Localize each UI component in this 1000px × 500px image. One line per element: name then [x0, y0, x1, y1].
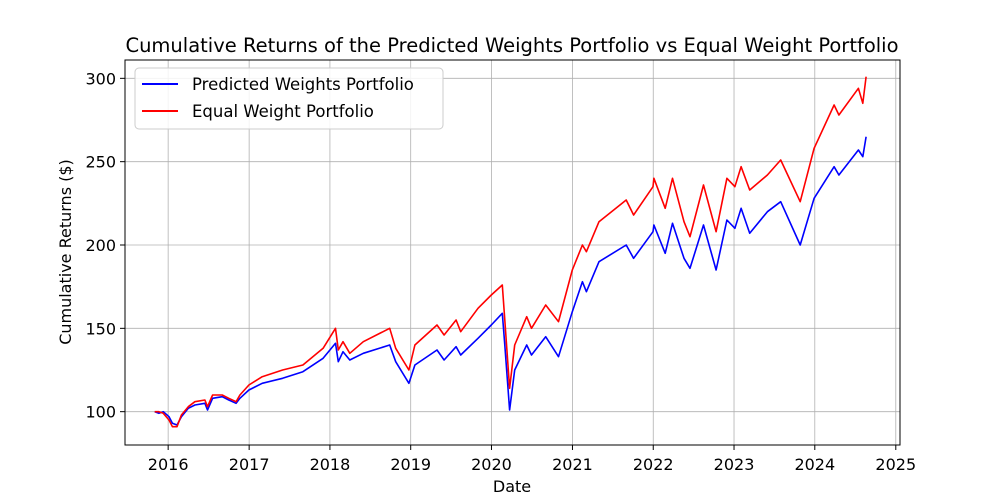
- series-line-1: [154, 76, 867, 428]
- chart-title: Cumulative Returns of the Predicted Weig…: [125, 34, 898, 57]
- legend: Predicted Weights Portfolio Equal Weight…: [134, 67, 444, 130]
- x-tick-label: 2021: [552, 455, 593, 474]
- series-line-0: [154, 136, 867, 426]
- y-tick-label: 300: [85, 69, 116, 88]
- x-tick-label: 2018: [310, 455, 351, 474]
- y-tick-label: 250: [85, 153, 116, 172]
- plot-frame: [124, 59, 901, 446]
- x-tick-label: 2024: [794, 455, 835, 474]
- legend-label-predicted: Predicted Weights Portfolio: [192, 75, 414, 94]
- series-layer: [154, 76, 867, 428]
- legend-box: [134, 67, 444, 130]
- x-tick-label: 2022: [633, 455, 674, 474]
- y-tick-label: 150: [85, 319, 116, 338]
- x-axis-label: Date: [493, 477, 531, 496]
- y-tick-label: 100: [85, 403, 116, 422]
- grid-lines: [125, 60, 900, 445]
- legend-label-equal: Equal Weight Portfolio: [192, 102, 374, 121]
- y-axis-label: Cumulative Returns ($): [56, 159, 75, 345]
- x-tick-label: 2023: [714, 455, 755, 474]
- y-tick-label: 200: [85, 236, 116, 255]
- x-tick-label: 2016: [148, 455, 189, 474]
- x-axis: 2016 2017 2018 2019 2020 2021 2022 2023 2024 2025: [148, 445, 916, 474]
- y-axis: 100 150 200 250 300: [85, 69, 125, 422]
- x-tick-label: 2017: [229, 455, 270, 474]
- x-tick-label: 2020: [471, 455, 512, 474]
- x-tick-label: 2025: [875, 455, 916, 474]
- x-tick-label: 2019: [390, 455, 431, 474]
